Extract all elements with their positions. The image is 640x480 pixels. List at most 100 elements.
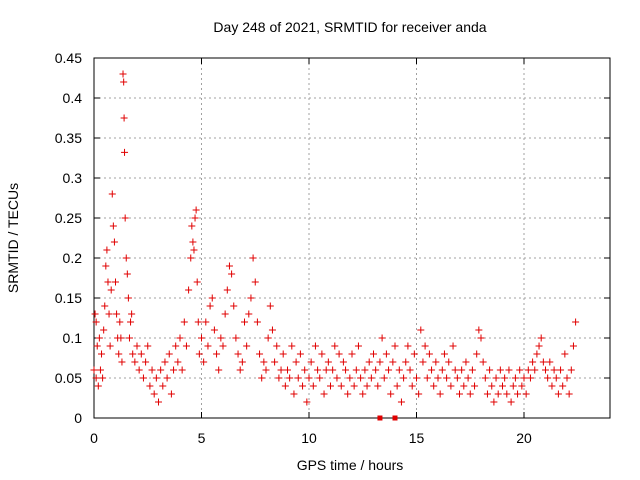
data-point xyxy=(225,262,233,270)
data-point xyxy=(152,374,160,382)
data-point xyxy=(533,350,541,358)
data-point xyxy=(421,342,429,350)
data-point xyxy=(292,358,300,366)
data-point xyxy=(219,342,227,350)
data-point xyxy=(294,374,302,382)
data-point xyxy=(404,342,412,350)
data-point xyxy=(499,382,506,390)
data-point xyxy=(120,78,128,86)
data-point xyxy=(200,358,208,366)
data-point xyxy=(123,270,131,278)
data-point xyxy=(554,390,562,398)
y-tick-label: 0.15 xyxy=(55,290,82,306)
data-point xyxy=(428,366,436,374)
data-point xyxy=(483,390,491,398)
data-point xyxy=(146,382,154,390)
data-point xyxy=(90,366,98,374)
data-point xyxy=(150,390,158,398)
data-point xyxy=(494,390,502,398)
data-point xyxy=(372,366,380,374)
x-tick-label: 10 xyxy=(301,430,317,446)
data-point xyxy=(192,206,200,214)
y-tick-label: 0.2 xyxy=(63,250,83,266)
data-point xyxy=(537,334,545,342)
y-tick-label: 0 xyxy=(74,410,82,426)
data-point xyxy=(477,334,485,342)
data-point xyxy=(406,366,414,374)
x-axis-label: GPS time / hours xyxy=(297,457,404,473)
data-point xyxy=(273,342,281,350)
data-point xyxy=(121,148,129,156)
data-point xyxy=(419,358,427,366)
data-point xyxy=(385,366,393,374)
data-point xyxy=(100,326,108,334)
data-point xyxy=(91,310,99,318)
data-point xyxy=(167,390,175,398)
data-point xyxy=(397,398,405,406)
data-point xyxy=(518,382,526,390)
data-point xyxy=(194,318,202,326)
data-point xyxy=(456,390,463,398)
data-point xyxy=(189,238,197,246)
data-point xyxy=(301,366,309,374)
data-point xyxy=(264,334,272,342)
data-point xyxy=(374,382,382,390)
data-point xyxy=(193,278,201,286)
data-point xyxy=(524,366,532,374)
data-point xyxy=(119,70,127,78)
data-point xyxy=(206,302,214,310)
data-point xyxy=(256,350,264,358)
data-point xyxy=(348,350,356,358)
data-point xyxy=(432,358,440,366)
data-point xyxy=(232,334,240,342)
data-point xyxy=(129,350,137,358)
data-point xyxy=(322,366,330,374)
data-point xyxy=(109,222,117,230)
data-point xyxy=(309,382,317,390)
data-point xyxy=(417,326,425,334)
data-point xyxy=(275,374,283,382)
data-point xyxy=(190,246,198,254)
data-point xyxy=(434,374,442,382)
data-point xyxy=(436,390,444,398)
data-point xyxy=(376,358,384,366)
data-point xyxy=(350,382,358,390)
data-point xyxy=(333,374,341,382)
data-point xyxy=(110,238,118,246)
data-point xyxy=(365,358,373,366)
data-point xyxy=(208,294,216,302)
chart-title: Day 248 of 2021, SRMTID for receiver and… xyxy=(213,19,486,35)
data-point xyxy=(546,358,554,366)
data-point xyxy=(453,374,461,382)
data-point xyxy=(95,334,103,342)
data-point xyxy=(241,318,248,326)
data-point xyxy=(98,350,106,358)
data-point xyxy=(125,334,133,342)
data-point xyxy=(288,342,296,350)
data-point xyxy=(561,350,569,358)
data-point xyxy=(440,350,448,358)
data-point xyxy=(99,374,107,382)
data-point xyxy=(94,382,102,390)
x-tick-label: 15 xyxy=(409,430,425,446)
data-point xyxy=(187,254,195,262)
y-tick-label: 0.25 xyxy=(55,210,82,226)
data-point xyxy=(443,374,451,382)
data-point xyxy=(311,342,319,350)
data-point xyxy=(503,390,511,398)
data-point xyxy=(268,326,276,334)
data-point xyxy=(400,374,408,382)
data-point xyxy=(380,374,388,382)
data-point xyxy=(105,310,113,318)
y-tick-label: 0.1 xyxy=(63,330,83,346)
data-point xyxy=(479,358,487,366)
data-point xyxy=(507,398,515,406)
data-point xyxy=(113,310,121,318)
data-point xyxy=(542,366,549,374)
x-tick-label: 5 xyxy=(198,430,206,446)
y-tick-label: 0.3 xyxy=(63,170,83,186)
data-point xyxy=(337,382,345,390)
data-point xyxy=(258,374,266,382)
data-point xyxy=(488,382,496,390)
data-point xyxy=(191,214,199,222)
